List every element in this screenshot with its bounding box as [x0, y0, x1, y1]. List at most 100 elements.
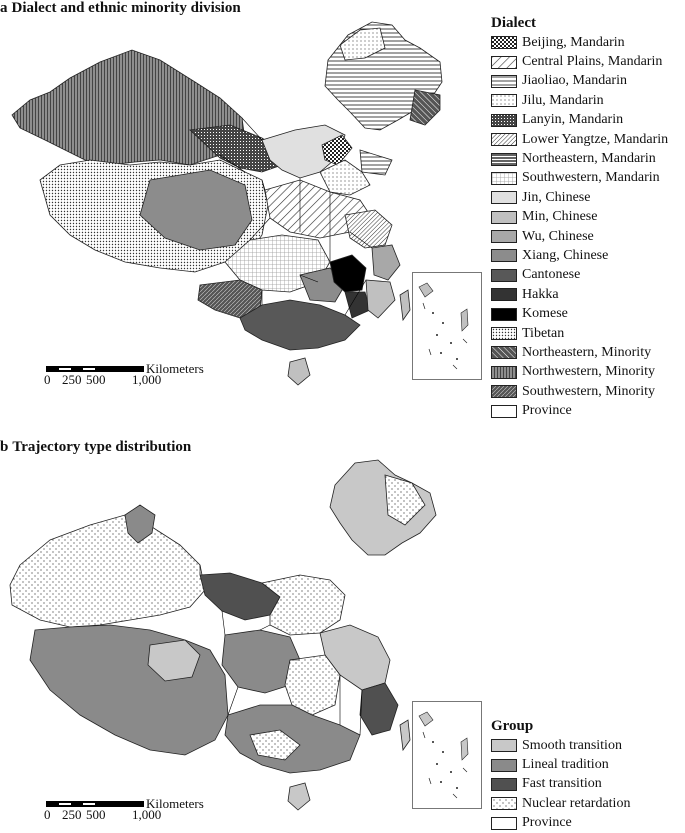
region-min-chinese — [365, 279, 396, 319]
region-tibet-shade — [139, 169, 253, 251]
legend-item: Xiang, Chinese — [491, 246, 668, 265]
legend-swatch — [491, 346, 517, 360]
region-central-dots — [284, 654, 341, 716]
legend-swatch — [491, 94, 517, 108]
legend-label: Jiaoliao, Mandarin — [522, 73, 627, 89]
legend-swatch — [491, 288, 517, 302]
scale-unit-a: Kilometers — [146, 361, 204, 376]
legend-item: Wu, Chinese — [491, 227, 668, 246]
scale-tick: 0 — [44, 807, 51, 822]
panel-a-letter: a — [0, 0, 8, 16]
trajectory-map — [9, 459, 437, 811]
legend-swatch — [491, 797, 517, 811]
legend-label: Cantonese — [522, 267, 581, 283]
region-jin-chinese — [261, 124, 346, 179]
legend-a-title: Dialect — [491, 15, 536, 31]
legend-item: Komese — [491, 304, 668, 323]
legend-item: Jin, Chinese — [491, 188, 668, 207]
legend-item: Southwestern, Minority — [491, 382, 668, 401]
legend-item: Lineal tradition — [491, 755, 630, 774]
region-jilu-mandarin-ne — [339, 27, 386, 61]
legend-swatch — [491, 777, 517, 791]
legend-label: Komese — [522, 306, 568, 322]
legend-swatch — [491, 152, 517, 166]
legend-swatch — [491, 191, 517, 205]
scale-tick: 1,000 — [132, 372, 162, 387]
legend-swatch — [491, 404, 517, 418]
scale-tick: 500 — [86, 807, 106, 822]
scale-tick: 0 — [44, 372, 51, 387]
legend-label: Smooth transition — [522, 737, 622, 753]
legend-swatch — [491, 307, 517, 321]
province-boundaries-b — [199, 565, 363, 736]
region-fujian-fast — [359, 682, 399, 736]
legend-item: Lanyin, Mandarin — [491, 111, 668, 130]
scale-ticks-b: 0 250 500 1,000 — [44, 807, 161, 822]
legend-label: Northwestern, Minority — [522, 364, 655, 380]
legend-label: Jilu, Mandarin — [522, 92, 604, 108]
dialect-map — [11, 21, 443, 386]
legend-swatch — [491, 113, 517, 127]
legend-item: Province — [491, 814, 630, 833]
scale-line-a — [46, 366, 144, 372]
legend-item: Central Plains, Mandarin — [491, 52, 668, 71]
legend-label: Southwestern, Minority — [522, 383, 655, 399]
legend-swatch — [491, 758, 517, 772]
legend-item: Cantonese — [491, 266, 668, 285]
region-jiaoliao-mandarin — [359, 149, 393, 176]
region-beijing-mandarin — [321, 134, 353, 166]
panel-b-letter: b — [0, 439, 9, 455]
legend-item: Smooth transition — [491, 736, 630, 755]
legend-label: Xiang, Chinese — [522, 247, 609, 263]
legend-label: Northeastern, Minority — [522, 344, 652, 360]
scale-line-b — [46, 801, 144, 807]
legend-item: Nuclear retardation — [491, 794, 630, 813]
region-hainan-b — [287, 782, 311, 811]
legend-label: Lineal tradition — [522, 757, 609, 773]
legend-item: Beijing, Mandarin — [491, 33, 668, 52]
region-tibet — [29, 624, 229, 756]
region-northwestern-minority — [11, 49, 246, 166]
legend-label: Province — [522, 403, 572, 419]
inset-islands-b — [418, 711, 469, 799]
south-china-sea-inset-b — [412, 701, 482, 809]
region-taiwan-b — [399, 719, 411, 752]
legend-label: Northeastern, Mandarin — [522, 151, 656, 167]
south-china-sea-inset — [412, 272, 482, 380]
legend-swatch — [491, 816, 517, 830]
legend-swatch — [491, 36, 517, 50]
legend-item: Fast transition — [491, 775, 630, 794]
legend-item: Southwestern, Mandarin — [491, 169, 668, 188]
region-lower-yangtze-mandarin — [344, 209, 393, 249]
legend-swatch — [491, 133, 517, 147]
legend-label: Hakka — [522, 286, 559, 302]
region-cantonese — [239, 299, 361, 351]
legend-item: Jilu, Mandarin — [491, 91, 668, 110]
legend-b-title: Group — [491, 718, 534, 734]
region-taiwan — [399, 289, 411, 322]
panel-a-title: a Dialect and ethnic minority division — [0, 0, 241, 17]
legend-swatch — [491, 74, 517, 88]
region-northeastern-minority — [409, 89, 441, 126]
legend-swatch — [491, 230, 517, 244]
panel-b-title-text: Trajectory type distribution — [12, 439, 192, 455]
region-hainan — [287, 357, 311, 386]
legend-label: Jin, Chinese — [522, 189, 591, 205]
legend-item: Northwestern, Minority — [491, 363, 668, 382]
legend-label: Wu, Chinese — [522, 228, 594, 244]
panel-a-title-text: Dialect and ethnic minority division — [11, 0, 241, 16]
region-xinjiang — [9, 514, 206, 628]
legend-item: Min, Chinese — [491, 208, 668, 227]
legend-label: Min, Chinese — [522, 209, 598, 225]
group-legend: Group Smooth transition Lineal tradition F… — [491, 717, 630, 833]
panel-b-title: b Trajectory type distribution — [0, 439, 191, 456]
legend-item: Jiaoliao, Mandarin — [491, 72, 668, 91]
legend-item: Northeastern, Minority — [491, 343, 668, 362]
dialect-legend: Dialect Beijing, Mandarin Central Plains,… — [491, 14, 668, 421]
region-komese — [329, 254, 367, 293]
scalebar-b: Kilometers 0 250 500 1,000 — [44, 796, 204, 822]
legend-swatch — [491, 210, 517, 224]
region-qinghai — [147, 639, 201, 682]
province-boundaries — [219, 117, 373, 316]
region-northeast-dots — [384, 474, 426, 526]
